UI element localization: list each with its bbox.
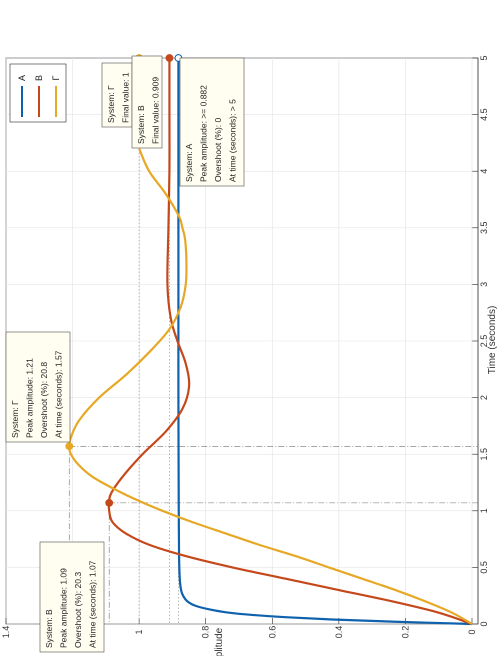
datatip-line: Final value: 1 xyxy=(121,72,131,123)
x-tick: 0.5 xyxy=(479,561,489,574)
datatip-line: Peak amplitude: >= 0.882 xyxy=(199,85,209,182)
x-tick-label: 5 xyxy=(479,55,489,60)
datatip-line: Peak amplitude: 1.09 xyxy=(59,568,69,648)
y-tick: 1.4 xyxy=(1,626,11,639)
x-tick: 3.5 xyxy=(479,222,489,235)
y-tick: 0 xyxy=(467,629,477,634)
legend-label: Г xyxy=(51,75,61,80)
datatip-line: Peak amplitude: 1.21 xyxy=(25,358,35,438)
x-tick: 1 xyxy=(479,508,489,513)
datatip-line: Overshoot (%): 0 xyxy=(213,117,223,182)
x-tick-labels: 0 0.5 1 1.5 2 2.5 3 3.5 4 4.5 5 xyxy=(479,55,489,626)
datatip-line: System: Г xyxy=(106,85,116,123)
x-tick: 4 xyxy=(479,169,489,174)
series-line-В xyxy=(107,58,473,626)
datatip-line: Overshoot (%): 20.8 xyxy=(39,362,49,438)
datatip: System: Г Peak amplitude: 1.21 Overshoot (… xyxy=(5,331,71,443)
datatip: System: Г Final value: 1 xyxy=(101,62,133,128)
marker-peak xyxy=(105,498,114,507)
legend-entry: Г xyxy=(51,75,61,80)
datatip-line: Final value: 0.909 xyxy=(151,77,161,144)
datatip: System: В Peak amplitude: 1.09 Overshoot (… xyxy=(39,541,105,653)
datatip-line: At time (seconds): > 5 xyxy=(228,99,238,182)
datatips: System: В Peak amplitude: 1.09 Overshoot (… xyxy=(5,55,245,653)
x-tick-label: 2 xyxy=(479,395,489,400)
x-tick-label: 4.5 xyxy=(479,108,489,121)
datatip-line: System: В xyxy=(44,609,54,648)
x-tick-label: 0 xyxy=(479,621,489,626)
marker-peak xyxy=(65,442,74,451)
y-tick: 0.2 xyxy=(400,626,410,639)
datatip-line: Overshoot (%): 20.3 xyxy=(73,572,83,648)
x-axis-label: Time (seconds) xyxy=(487,306,498,375)
datatip-line: At time (seconds): 1.07 xyxy=(88,560,98,648)
x-tick: 3 xyxy=(479,282,489,287)
y-tick: 0.8 xyxy=(201,626,211,639)
y-tick-label: 0.8 xyxy=(201,626,211,639)
datatip-box xyxy=(179,57,245,187)
y-tick-label: 0.6 xyxy=(267,626,277,639)
y-axis-label: Amplitude xyxy=(214,627,225,656)
y-tick: 0.6 xyxy=(267,626,277,639)
y-tick-label: 1 xyxy=(134,629,144,634)
y-tick: 0.4 xyxy=(334,626,344,639)
datatip-line: System: Г xyxy=(10,400,20,438)
datatip-line: At time (seconds): 1.57 xyxy=(54,350,64,438)
datatip: System: A Peak amplitude: >= 0.882 Oversho… xyxy=(179,57,245,187)
datatip-box xyxy=(5,331,71,443)
datatip-box xyxy=(131,55,163,149)
x-tick-label: 1.5 xyxy=(479,448,489,461)
x-tick-label: 4 xyxy=(479,169,489,174)
x-tick: 1.5 xyxy=(479,448,489,461)
x-tick-label: 1 xyxy=(479,508,489,513)
y-tick-label: 0.4 xyxy=(334,626,344,639)
x-tick: 2 xyxy=(479,395,489,400)
x-tick-label: 3.5 xyxy=(479,222,489,235)
x-tick: 0 xyxy=(479,621,489,626)
legend-label: A xyxy=(17,75,27,81)
y-tick-label: 0.2 xyxy=(400,626,410,639)
y-tick: 1 xyxy=(134,629,144,634)
datatip-box xyxy=(39,541,105,653)
legend-label: В xyxy=(34,75,44,81)
datatip-line: System: В xyxy=(136,105,146,144)
x-tick: 5 xyxy=(479,55,489,60)
marker-final xyxy=(165,54,174,62)
legend-entry: A xyxy=(17,75,27,81)
legend-entry: В xyxy=(34,75,44,81)
series-line-A xyxy=(177,58,473,626)
x-tick-label: 0.5 xyxy=(479,561,489,574)
y-tick-label: 1.4 xyxy=(1,626,11,639)
datatip: System: В Final value: 0.909 xyxy=(131,55,163,149)
datatip-line: System: A xyxy=(184,143,194,182)
x-tick: 4.5 xyxy=(479,108,489,121)
x-tick-label: 3 xyxy=(479,282,489,287)
x-tick: 2.5 xyxy=(479,335,489,348)
y-tick-label: 0 xyxy=(467,629,477,634)
x-tick-label: 2.5 xyxy=(479,335,489,348)
